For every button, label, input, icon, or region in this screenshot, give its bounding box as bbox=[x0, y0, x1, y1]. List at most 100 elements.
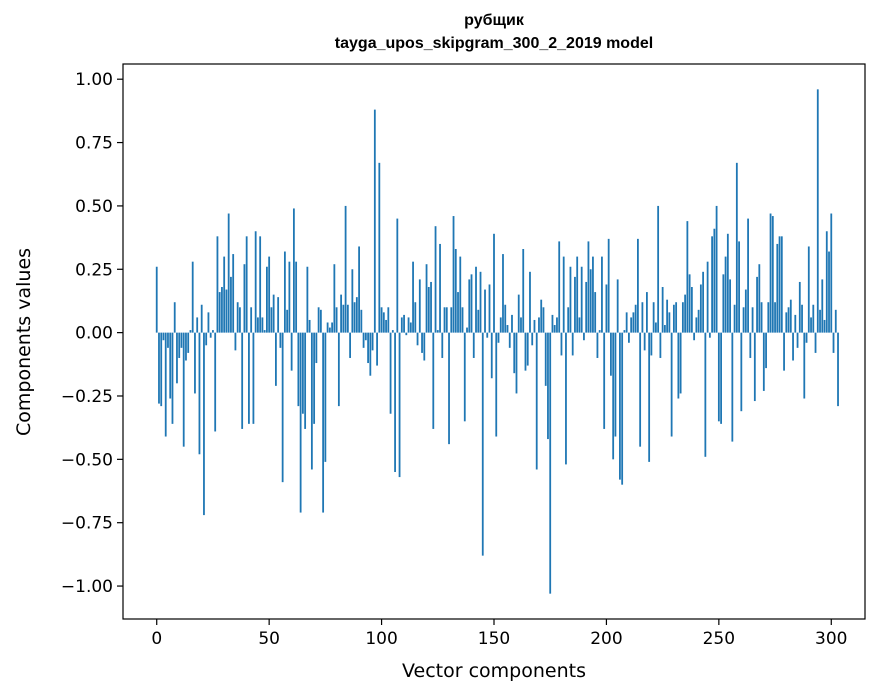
bar-70 bbox=[313, 332, 316, 424]
bar-12 bbox=[182, 332, 185, 447]
bar-53 bbox=[275, 332, 277, 386]
bar-173 bbox=[544, 332, 547, 386]
bar-251 bbox=[720, 332, 722, 424]
bar-33 bbox=[230, 276, 232, 333]
bar-257 bbox=[733, 304, 736, 333]
bar-149 bbox=[490, 332, 493, 379]
bar-297 bbox=[823, 319, 826, 333]
bar-205 bbox=[616, 279, 619, 333]
bar-171 bbox=[540, 299, 543, 333]
bar-29 bbox=[221, 287, 223, 333]
bar-26 bbox=[214, 332, 217, 432]
bar-252 bbox=[722, 274, 725, 333]
bar-64 bbox=[299, 332, 302, 513]
y-tick-label-8: −1.00 bbox=[61, 577, 113, 597]
bar-196 bbox=[596, 332, 599, 358]
bar-200 bbox=[605, 284, 608, 333]
bar-267 bbox=[756, 276, 758, 333]
bar-300 bbox=[830, 213, 833, 333]
bar-7 bbox=[171, 332, 174, 424]
bar-240 bbox=[695, 317, 698, 333]
bar-259 bbox=[738, 241, 740, 333]
bar-195 bbox=[594, 292, 597, 333]
bar-214 bbox=[637, 238, 639, 333]
bar-141 bbox=[472, 332, 475, 358]
bar-188 bbox=[578, 317, 581, 333]
chart-title-line-2: tayga_upos_skipgram_300_2_2019 model bbox=[334, 35, 654, 52]
bar-55 bbox=[279, 332, 282, 348]
bar-27 bbox=[216, 236, 219, 333]
bar-109 bbox=[400, 317, 403, 333]
bar-209 bbox=[625, 312, 628, 333]
bar-222 bbox=[654, 322, 657, 333]
bar-43 bbox=[252, 332, 255, 424]
bar-114 bbox=[412, 261, 414, 333]
bar-264 bbox=[749, 332, 752, 358]
bar-245 bbox=[706, 261, 709, 333]
bar-16 bbox=[191, 261, 194, 333]
bar-164 bbox=[524, 332, 527, 371]
bar-1 bbox=[158, 332, 160, 404]
bar-293 bbox=[814, 332, 817, 353]
bar-128 bbox=[443, 307, 446, 333]
bar-275 bbox=[774, 302, 776, 333]
bar-289 bbox=[805, 332, 808, 343]
x-tick-label-50: 50 bbox=[258, 629, 280, 649]
bar-273 bbox=[769, 213, 772, 333]
bar-241 bbox=[697, 309, 700, 333]
bar-198 bbox=[601, 256, 603, 333]
bar-88 bbox=[353, 302, 356, 333]
bar-0 bbox=[155, 266, 158, 333]
bar-76 bbox=[326, 322, 329, 333]
bar-242 bbox=[699, 284, 702, 333]
bar-234 bbox=[681, 302, 684, 333]
bar-101 bbox=[382, 312, 385, 333]
y-tick-label-0: 1.00 bbox=[75, 70, 113, 90]
bar-159 bbox=[513, 332, 516, 374]
bar-47 bbox=[261, 317, 264, 333]
bar-290 bbox=[807, 246, 810, 333]
bar-69 bbox=[310, 332, 313, 470]
bar-210 bbox=[628, 332, 630, 343]
bar-126 bbox=[439, 243, 441, 333]
bar-37 bbox=[239, 307, 241, 333]
bar-54 bbox=[277, 297, 280, 333]
bar-65 bbox=[301, 332, 304, 414]
bar-58 bbox=[286, 309, 289, 333]
bar-201 bbox=[607, 238, 610, 333]
bar-170 bbox=[538, 317, 540, 333]
bar-41 bbox=[248, 332, 250, 424]
bar-151 bbox=[495, 332, 498, 437]
bar-191 bbox=[585, 281, 588, 333]
bar-143 bbox=[477, 309, 480, 333]
bar-110 bbox=[403, 314, 405, 333]
x-tick-label-300: 300 bbox=[815, 629, 847, 649]
bar-107 bbox=[396, 218, 399, 333]
bar-103 bbox=[387, 307, 390, 333]
bar-124 bbox=[434, 226, 437, 333]
bar-42 bbox=[250, 307, 253, 333]
bar-3 bbox=[162, 332, 165, 341]
bar-190 bbox=[583, 332, 585, 341]
bar-30 bbox=[223, 256, 226, 333]
y-tick-label-6: −0.50 bbox=[61, 450, 113, 470]
bar-248 bbox=[713, 228, 716, 333]
bar-276 bbox=[776, 243, 779, 333]
bar-108 bbox=[398, 332, 401, 478]
bar-28 bbox=[218, 292, 221, 333]
bar-146 bbox=[484, 289, 486, 333]
bar-100 bbox=[380, 307, 383, 333]
bar-8 bbox=[173, 302, 176, 333]
bar-150 bbox=[493, 233, 495, 333]
bar-56 bbox=[281, 332, 284, 483]
bar-204 bbox=[614, 332, 617, 437]
bar-178 bbox=[556, 317, 558, 333]
bar-194 bbox=[592, 256, 594, 333]
bar-17 bbox=[194, 332, 196, 394]
bar-67 bbox=[306, 266, 309, 333]
bar-34 bbox=[232, 254, 235, 333]
bar-167 bbox=[531, 332, 534, 346]
bar-22 bbox=[205, 332, 208, 346]
bar-228 bbox=[668, 312, 671, 333]
bar-238 bbox=[690, 287, 693, 333]
